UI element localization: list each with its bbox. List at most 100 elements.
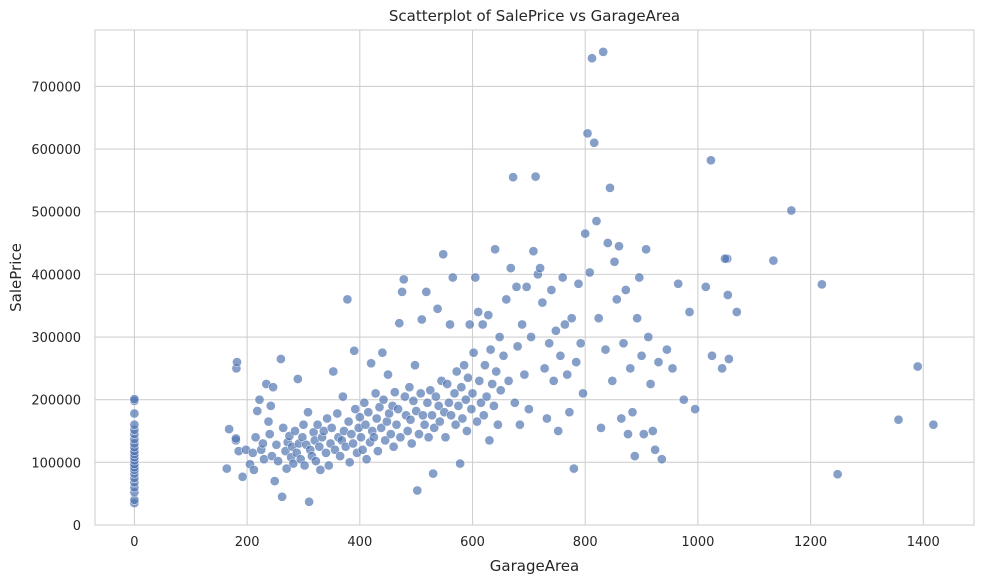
x-axis-ticks: 0 200 400 600 800 1000 1200 1400	[130, 535, 940, 550]
data-point	[596, 423, 606, 433]
data-point	[444, 397, 454, 408]
data-point	[380, 435, 391, 446]
data-point	[724, 354, 734, 364]
data-point	[247, 448, 258, 458]
data-point	[645, 379, 656, 389]
data-point	[406, 438, 417, 449]
data-point	[584, 267, 595, 278]
data-point	[394, 318, 405, 329]
data-point	[526, 332, 536, 342]
data-point	[455, 458, 465, 469]
data-point	[537, 297, 548, 308]
data-point	[505, 263, 516, 273]
data-point	[288, 458, 299, 469]
data-point	[542, 413, 552, 424]
data-point	[359, 397, 370, 408]
data-point	[440, 432, 451, 443]
data-point	[303, 407, 313, 418]
data-point	[641, 244, 651, 255]
data-point	[457, 413, 468, 424]
data-point	[373, 446, 383, 456]
data-point	[326, 423, 337, 433]
data-point	[544, 338, 555, 349]
data-point	[684, 307, 695, 317]
data-point	[456, 382, 467, 393]
data-point	[609, 256, 620, 267]
data-point	[573, 278, 584, 289]
data-point	[587, 53, 597, 64]
data-point	[521, 282, 532, 292]
data-point	[363, 407, 374, 418]
data-point	[360, 419, 371, 430]
data-point	[335, 451, 345, 461]
data-point	[519, 369, 530, 380]
data-point	[129, 408, 140, 419]
data-point	[512, 341, 523, 352]
data-point	[564, 407, 575, 418]
data-points	[129, 47, 939, 508]
plot-frame	[94, 29, 975, 526]
data-point	[580, 228, 591, 239]
data-point	[832, 469, 843, 480]
data-point	[636, 350, 647, 361]
data-point	[535, 263, 545, 273]
y-axis-label: SalePrice	[7, 243, 25, 312]
data-point	[450, 419, 461, 430]
data-point	[656, 454, 667, 465]
data-point	[632, 313, 642, 324]
data-point	[593, 313, 604, 324]
data-point	[129, 419, 140, 430]
data-point	[447, 272, 458, 283]
data-point	[598, 47, 609, 57]
data-point	[591, 216, 602, 226]
x-tick-label: 1400	[907, 535, 940, 550]
data-point	[555, 350, 566, 361]
data-point	[348, 438, 358, 449]
data-point	[268, 382, 278, 393]
data-point	[298, 419, 309, 430]
data-point	[539, 363, 550, 374]
x-axis-label: GarageArea	[490, 557, 579, 575]
data-point	[481, 391, 492, 402]
data-point	[623, 429, 633, 439]
data-point	[667, 363, 678, 374]
data-point	[605, 183, 615, 193]
data-point	[361, 454, 372, 465]
data-point	[893, 414, 904, 425]
data-point	[474, 376, 485, 386]
data-point	[237, 471, 248, 482]
data-point	[312, 419, 323, 430]
x-tick-label: 400	[347, 535, 372, 550]
data-point	[467, 388, 478, 399]
data-point	[501, 294, 512, 305]
data-point	[343, 416, 354, 427]
data-point	[493, 419, 503, 430]
data-point	[404, 382, 415, 393]
data-point	[290, 426, 300, 436]
data-point	[700, 282, 711, 292]
data-point	[453, 401, 464, 411]
data-point	[509, 397, 520, 408]
data-point	[304, 496, 314, 507]
data-point	[383, 369, 393, 380]
y-tick-label: 400000	[31, 268, 81, 283]
data-point	[515, 419, 525, 430]
data-point	[370, 388, 381, 399]
data-point	[517, 319, 527, 330]
y-tick-label: 500000	[31, 206, 81, 221]
data-point	[464, 319, 475, 330]
data-point	[477, 319, 488, 330]
data-point	[706, 155, 716, 166]
data-point	[344, 457, 355, 468]
data-point	[388, 441, 399, 452]
data-point	[431, 391, 441, 402]
data-point	[625, 363, 636, 374]
data-point	[416, 314, 427, 325]
data-point	[438, 249, 449, 260]
data-point	[311, 456, 321, 466]
data-point	[421, 287, 432, 297]
data-point	[402, 426, 413, 436]
data-point	[382, 416, 392, 427]
data-point	[571, 357, 582, 367]
data-point	[342, 294, 353, 305]
